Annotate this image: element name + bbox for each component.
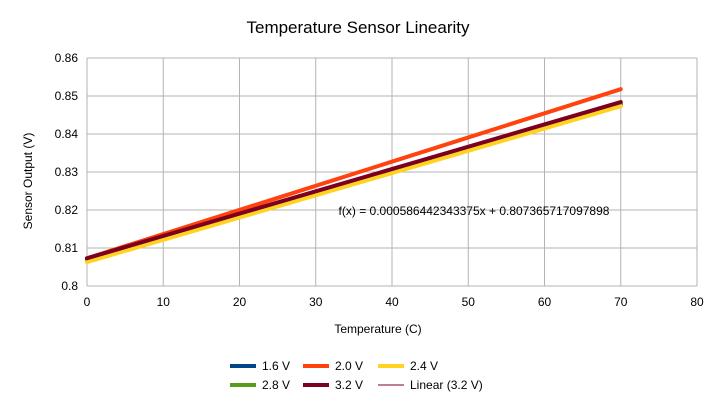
y-tick-label: 0.86 bbox=[55, 51, 79, 65]
legend-label-2: 2.4 V bbox=[410, 359, 438, 373]
x-tick-label: 50 bbox=[462, 295, 476, 309]
legend-label-1: 2.0 V bbox=[335, 359, 363, 373]
x-tick-label: 40 bbox=[385, 295, 399, 309]
x-tick-label: 20 bbox=[233, 295, 247, 309]
series-line-1 bbox=[85, 87, 623, 261]
chart-title: Temperature Sensor Linearity bbox=[246, 18, 470, 37]
legend-label-3: 2.8 V bbox=[262, 378, 290, 392]
x-tick-label: 80 bbox=[690, 295, 704, 309]
y-tick-label: 0.84 bbox=[55, 127, 79, 141]
y-tick-label: 0.82 bbox=[55, 203, 79, 217]
series-group bbox=[85, 87, 623, 265]
x-tick-label: 60 bbox=[538, 295, 552, 309]
x-tick-label: 70 bbox=[614, 295, 628, 309]
legend-label-4: 3.2 V bbox=[335, 378, 363, 392]
y-tick-label: 0.81 bbox=[55, 241, 79, 255]
x-tick-label: 0 bbox=[84, 295, 91, 309]
series-line-5 bbox=[86, 101, 622, 259]
y-tick-labels: 0.8 0.81 0.82 0.83 0.84 0.85 0.86 bbox=[55, 51, 79, 293]
x-axis-label: Temperature (C) bbox=[334, 322, 421, 336]
y-tick-label: 0.8 bbox=[61, 279, 78, 293]
x-tick-labels: 0 10 20 30 40 50 60 70 80 bbox=[84, 295, 704, 309]
y-axis-label: Sensor Output (V) bbox=[21, 133, 35, 230]
series-line-2 bbox=[85, 104, 623, 265]
legend-label-5: Linear (3.2 V) bbox=[410, 378, 483, 392]
legend: 1.6 V 2.0 V 2.4 V 2.8 V 3.2 V Linear (3.2 V) bbox=[230, 359, 483, 392]
x-tick-label: 30 bbox=[309, 295, 323, 309]
legend-label-0: 1.6 V bbox=[262, 359, 290, 373]
x-tick-label: 10 bbox=[157, 295, 171, 309]
trendline-equation: f(x) = 0.000586442343375x + 0.8073657170… bbox=[339, 204, 610, 218]
y-tick-label: 0.85 bbox=[55, 89, 79, 103]
y-tick-label: 0.83 bbox=[55, 165, 79, 179]
